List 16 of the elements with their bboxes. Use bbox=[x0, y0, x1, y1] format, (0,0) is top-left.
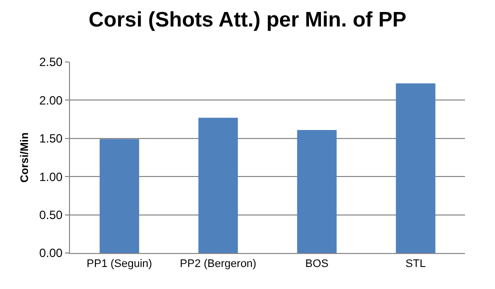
bar bbox=[198, 118, 238, 253]
x-tick-label: BOS bbox=[305, 258, 328, 270]
bar bbox=[297, 130, 337, 253]
y-tick-label: 2.00 bbox=[39, 93, 63, 108]
bar bbox=[100, 139, 140, 253]
bar bbox=[396, 83, 436, 253]
chart-title: Corsi (Shots Att.) per Min. of PP bbox=[88, 8, 406, 32]
y-tick-label: 1.00 bbox=[39, 170, 63, 184]
x-tick-label: PP2 (Bergeron) bbox=[180, 258, 256, 270]
x-tick-label: STL bbox=[406, 258, 426, 270]
y-axis-title: Corsi/Min bbox=[18, 132, 31, 183]
y-tick-label: 2.50 bbox=[39, 55, 63, 70]
y-tick-label: 0.00 bbox=[39, 246, 63, 260]
x-tick-label: PP1 (Seguin) bbox=[86, 258, 152, 270]
y-tick-label: 0.50 bbox=[39, 208, 63, 222]
y-tick-label: 1.50 bbox=[39, 132, 63, 146]
